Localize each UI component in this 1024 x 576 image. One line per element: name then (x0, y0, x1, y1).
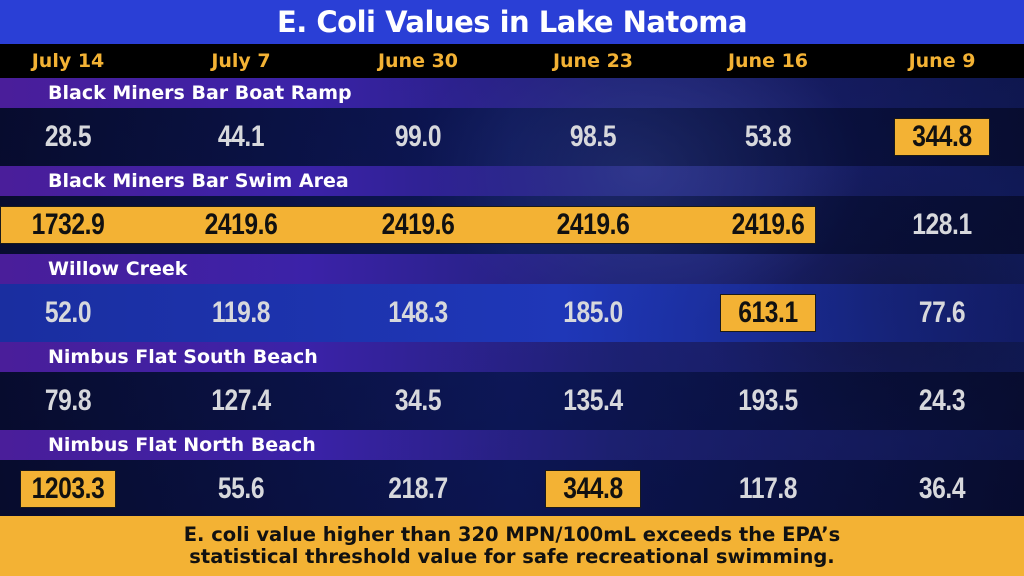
table-row: 52.0 119.8 148.3 185.0 613.1 77.6 (0, 284, 1024, 342)
cell-value: 53.8 (744, 120, 792, 153)
cell-value: 119.8 (211, 296, 271, 329)
threshold-exceeded-highlight (0, 206, 816, 244)
cell-value: 1203.3 (31, 472, 105, 505)
table-row: 1732.9 2419.6 2419.6 2419.6 2419.6 128.1 (0, 196, 1024, 254)
cell-value: 193.5 (738, 384, 798, 417)
threshold-exceeded-highlight (20, 470, 116, 508)
column-header-date: June 30 (377, 50, 459, 72)
site-name: Willow Creek (48, 258, 188, 280)
cell-value: 24.3 (918, 384, 966, 417)
site-label-band: Nimbus Flat South Beach (0, 342, 1024, 372)
threshold-exceeded-highlight (545, 470, 641, 508)
cell-value: 185.0 (563, 296, 623, 329)
cell-value: 44.1 (217, 120, 265, 153)
cell-value: 117.8 (738, 472, 798, 505)
site-name: Black Miners Bar Boat Ramp (48, 82, 352, 104)
site-name: Black Miners Bar Swim Area (48, 170, 349, 192)
cell-value: 344.8 (912, 120, 972, 153)
cell-value: 98.5 (569, 120, 617, 153)
cell-value: 218.7 (388, 472, 448, 505)
table-row: 79.8 127.4 34.5 135.4 193.5 24.3 (0, 372, 1024, 430)
title-bar: E. Coli Values in Lake Natoma (0, 0, 1024, 44)
cell-value: 127.4 (211, 384, 271, 417)
cell-value: 344.8 (563, 472, 623, 505)
column-header-date: June 9 (908, 50, 976, 72)
column-header-date: June 23 (552, 50, 634, 72)
site-label-band: Willow Creek (0, 254, 1024, 284)
threshold-exceeded-highlight (720, 294, 816, 332)
cell-value: 613.1 (738, 296, 798, 329)
cell-value: 55.6 (217, 472, 265, 505)
site-name: Nimbus Flat North Beach (48, 434, 316, 456)
table-row: 1203.3 55.6 218.7 344.8 117.8 36.4 (0, 460, 1024, 518)
cell-value: 2419.6 (556, 208, 630, 241)
cell-value: 1732.9 (31, 208, 105, 241)
footer-note: E. coli value higher than 320 MPN/100mL … (183, 523, 841, 568)
cell-value: 36.4 (918, 472, 966, 505)
column-header-date: July 7 (211, 50, 271, 72)
cell-value: 128.1 (912, 208, 972, 241)
cell-value: 52.0 (44, 296, 92, 329)
cell-value: 99.0 (394, 120, 442, 153)
date-header-row: July 14 July 7 June 30 June 23 June 16 June 9 (0, 44, 1024, 78)
site-label-band: Black Miners Bar Swim Area (0, 166, 1024, 196)
threshold-exceeded-highlight (894, 118, 990, 156)
site-label-band: Nimbus Flat North Beach (0, 430, 1024, 460)
table-row: 28.5 44.1 99.0 98.5 53.8 344.8 (0, 108, 1024, 166)
cell-value: 34.5 (394, 384, 442, 417)
cell-value: 148.3 (388, 296, 448, 329)
column-header-date: July 14 (31, 50, 105, 72)
chart-title: E. Coli Values in Lake Natoma (276, 5, 748, 39)
footer-note-bar: E. coli value higher than 320 MPN/100mL … (0, 516, 1024, 576)
site-label-band: Black Miners Bar Boat Ramp (0, 78, 1024, 108)
cell-value: 79.8 (44, 384, 92, 417)
cell-value: 2419.6 (381, 208, 455, 241)
cell-value: 135.4 (563, 384, 623, 417)
cell-value: 77.6 (918, 296, 966, 329)
column-header-date: June 16 (727, 50, 809, 72)
cell-value: 2419.6 (731, 208, 805, 241)
cell-value: 2419.6 (204, 208, 278, 241)
site-name: Nimbus Flat South Beach (48, 346, 318, 368)
cell-value: 28.5 (44, 120, 92, 153)
